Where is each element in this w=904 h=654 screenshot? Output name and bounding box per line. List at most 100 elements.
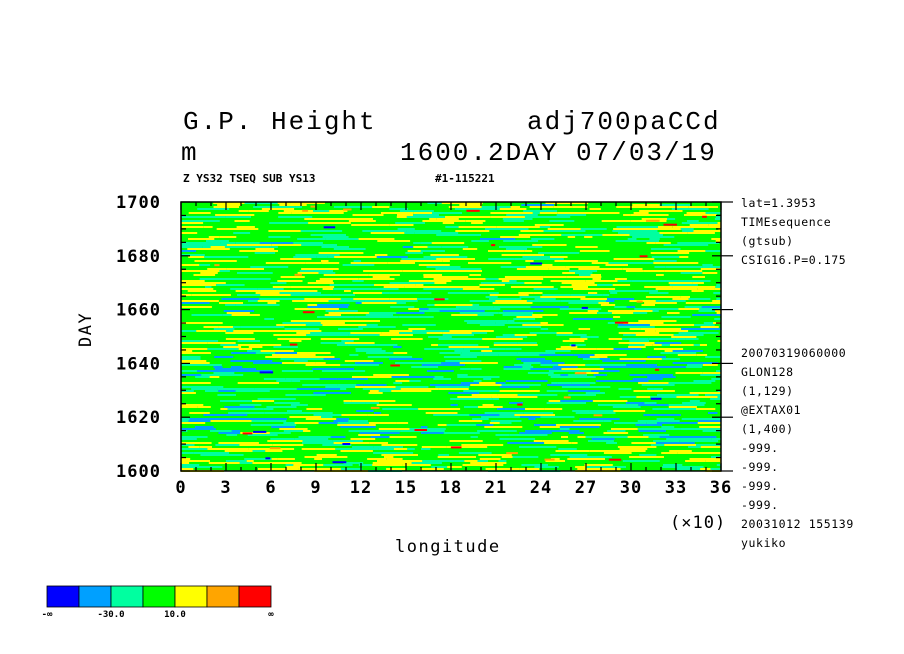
heatmap-cell <box>289 416 322 418</box>
y-tick-label: 1680 <box>116 247 161 267</box>
heatmap-cell <box>181 404 204 406</box>
heatmap-cell <box>391 390 432 392</box>
heatmap-cell <box>611 312 634 314</box>
heatmap-cell <box>635 424 663 426</box>
heatmap-cell <box>280 358 324 360</box>
heatmap-extreme-cell <box>563 396 571 399</box>
heatmap-cell <box>181 220 220 222</box>
heatmap-cell <box>226 244 272 246</box>
heatmap-cell <box>637 420 680 422</box>
x-tick-label: 36 <box>710 478 732 498</box>
heatmap-cell <box>477 314 494 316</box>
heatmap-cell <box>336 344 348 346</box>
heatmap-cell <box>690 226 721 228</box>
heatmap-cell <box>597 284 613 286</box>
heatmap-cell <box>181 356 201 358</box>
heatmap-cell <box>641 304 655 306</box>
heatmap-cell <box>529 332 557 334</box>
heatmap-cell <box>207 290 217 292</box>
heatmap-cell <box>664 444 697 446</box>
heatmap-cell <box>546 402 586 404</box>
heatmap-cell <box>568 432 584 434</box>
heatmap-cell <box>303 430 311 432</box>
heatmap-cell <box>547 384 590 386</box>
heatmap-cell <box>700 468 711 470</box>
y-tick-label: 1700 <box>116 193 161 213</box>
heatmap-extreme-cell <box>593 414 603 417</box>
heatmap-cell <box>680 428 721 430</box>
heatmap-cell <box>540 322 548 324</box>
heatmap-cell <box>676 468 701 470</box>
heatmap-extreme-cell <box>323 226 336 229</box>
heatmap-cell <box>464 460 478 462</box>
heatmap-cell <box>409 380 421 382</box>
heatmap-cell <box>644 402 657 404</box>
heatmap-cell <box>378 448 394 450</box>
heatmap-cell <box>277 338 311 340</box>
x-tick-label: 18 <box>440 478 462 498</box>
heatmap-cell <box>643 414 681 416</box>
heatmap-cell <box>422 460 455 462</box>
heatmap-cell <box>195 376 210 378</box>
heatmap-cell <box>257 300 280 302</box>
heatmap-cell <box>408 308 420 310</box>
heatmap-cell <box>716 312 721 314</box>
heatmap-cell <box>390 306 415 308</box>
heatmap-extreme-cell <box>646 219 660 222</box>
heatmap-cell <box>405 252 423 254</box>
heatmap-cell <box>491 396 538 398</box>
heatmap-cell <box>524 240 539 242</box>
side-info-line: -999. <box>741 479 779 493</box>
heatmap-cell <box>520 230 544 232</box>
heatmap-cell <box>400 260 443 262</box>
heatmap-cell <box>651 256 680 258</box>
heatmap-cell <box>672 350 703 352</box>
heatmap-cell <box>591 438 615 440</box>
heatmap-cell <box>255 292 280 294</box>
heatmap-cell <box>462 288 495 290</box>
heatmap-cell <box>244 418 287 420</box>
heatmap-cell <box>661 344 670 346</box>
heatmap-cell <box>271 458 278 460</box>
heatmap-cell <box>304 456 348 458</box>
heatmap-cell <box>389 436 417 438</box>
heatmap-cell <box>577 436 586 438</box>
heatmap-cell <box>705 212 721 214</box>
heatmap-cell <box>522 324 564 326</box>
heatmap-cell <box>540 364 559 366</box>
heatmap-cell <box>660 352 697 354</box>
heatmap-cell <box>291 380 301 382</box>
heatmap-cell <box>420 250 445 252</box>
heatmap-cell <box>196 330 227 332</box>
heatmap-cell <box>714 318 721 320</box>
heatmap-cell <box>514 258 533 260</box>
heatmap-cell <box>681 328 721 330</box>
heatmap-cell <box>700 446 721 448</box>
heatmap-cell <box>512 456 539 458</box>
heatmap-cell <box>560 346 578 348</box>
heatmap-cell <box>458 226 497 228</box>
heatmap-cell <box>269 246 278 248</box>
heatmap-cell <box>341 320 380 322</box>
heatmap-cell <box>290 286 335 288</box>
heatmap-cell <box>237 382 279 384</box>
heatmap-cell <box>420 426 428 428</box>
heatmap-cell <box>448 206 482 208</box>
heatmap-extreme-cell <box>289 343 298 346</box>
heatmap-cell <box>374 254 388 256</box>
heatmap-cell <box>589 356 608 358</box>
heatmap-cell <box>455 306 494 308</box>
heatmap-cell <box>313 210 330 212</box>
heatmap-cell <box>358 278 395 280</box>
side-info-top: lat=1.3953 TIMEsequence (gtsub) CSIG16.P… <box>741 194 846 270</box>
heatmap-cell <box>321 262 340 264</box>
heatmap-cell <box>396 302 406 304</box>
heatmap-cell <box>585 280 618 282</box>
heatmap-cell <box>503 250 525 252</box>
heatmap-cell <box>239 250 247 252</box>
heatmap-cell <box>476 424 494 426</box>
heatmap-cell <box>218 390 236 392</box>
heatmap-cell <box>214 368 256 370</box>
heatmap-cell <box>367 414 389 416</box>
heatmap-cell <box>298 468 341 470</box>
